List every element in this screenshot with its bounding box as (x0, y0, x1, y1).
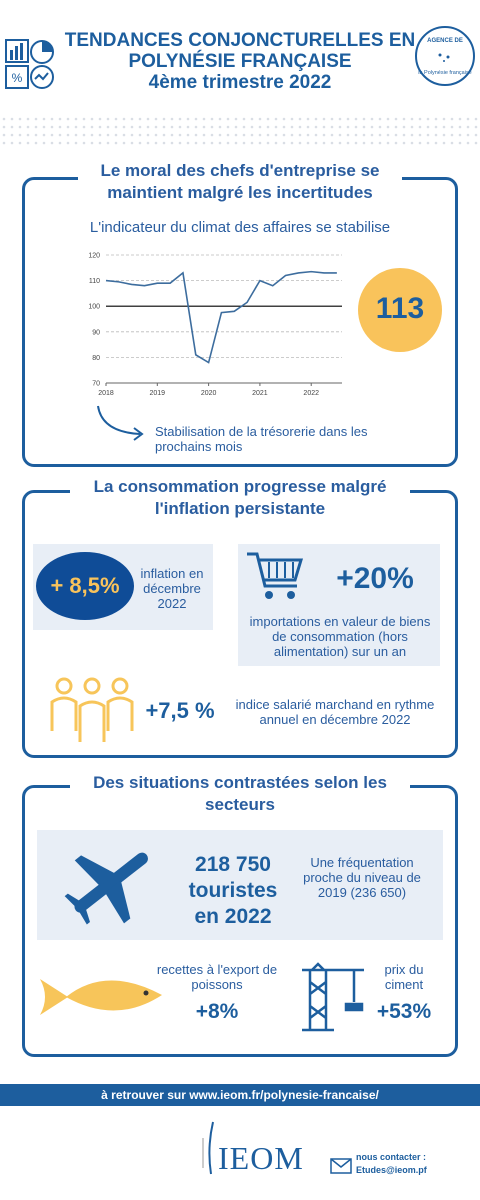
agency-logo: AGENCE DE la Polynésie française (415, 26, 475, 86)
title-line: 4ème trimestre 2022 (148, 72, 332, 93)
header-title: TENDANCES CONJONCTURELLES EN POLYNÉSIE F… (55, 30, 425, 93)
logo-bottom: la Polynésie française (418, 70, 472, 76)
footer-link[interactable]: à retrouver sur www.ieom.fr/polynesie-fr… (101, 1088, 379, 1102)
people-icon (50, 677, 134, 742)
plane-icon (64, 852, 148, 925)
brand: IEOM (218, 1140, 304, 1176)
x-tick-label: 2021 (252, 390, 268, 397)
fish-text: recettes à l'export de poissons (156, 962, 278, 992)
inflation-text: inflation en décembre 2022 (140, 566, 204, 611)
title-line: POLYNÉSIE FRANÇAISE (128, 51, 352, 72)
brand-mark (202, 1121, 214, 1175)
x-tick-label: 2019 (150, 390, 166, 397)
mail-icon (330, 1158, 352, 1174)
inflation-ellipse (36, 552, 134, 620)
y-tick-label: 100 (88, 304, 100, 311)
wages-value: +7,5 % (145, 698, 215, 723)
y-tick-label: 70 (92, 381, 100, 388)
tourists-value: 218 750 touristes en 2022 (188, 853, 278, 928)
inflation-value: + 8,5% (50, 573, 120, 598)
highlight-value: 113 (375, 292, 425, 325)
x-tick-label: 2020 (201, 390, 217, 397)
logo-top: AGENCE DE (427, 38, 463, 44)
y-tick-label: 80 (92, 355, 100, 362)
cart-icon (247, 552, 304, 599)
line-chart: 70 80 90 100 110 120 2018 2019 2020 2021 2022 (88, 253, 342, 397)
imports-text: importations en valeur de biens de conso… (249, 614, 431, 659)
section-heading: Le moral des chefs d'entreprise se maint… (78, 160, 402, 204)
panel (238, 544, 440, 666)
y-tick-label: 120 (88, 253, 100, 260)
imports-value: +20% (336, 562, 414, 595)
cement-text: prix du ciment (384, 962, 424, 992)
title-line: TENDANCES CONJONCTURELLES EN (64, 30, 416, 51)
fish-value: +8% (195, 1000, 239, 1023)
x-tick-label: 2018 (98, 390, 114, 397)
note: Stabilisation de la trésorerie dans les … (155, 424, 368, 454)
contact-label: nous contacter : (356, 1152, 427, 1162)
line-series (105, 270, 337, 364)
contact-email[interactable]: Etudes@ieom.pf (356, 1165, 427, 1175)
crane-icon (302, 962, 364, 1032)
highlight-circle (358, 268, 442, 352)
tourists-text: Une fréquentation proche du niveau de 20… (303, 855, 421, 900)
section-heading: Des situations contrastées selon les sec… (70, 772, 410, 816)
cement-value: +53% (376, 1000, 432, 1023)
svg-text:%: % (12, 71, 23, 85)
y-tick-label: 90 (92, 329, 100, 336)
y-tick-label: 110 (89, 278, 100, 285)
x-tick-label: 2022 (303, 390, 319, 397)
fish-icon (40, 979, 162, 1015)
wages-text: indice salarié marchand en rythme annuel… (235, 697, 435, 727)
section-subtitle: L'indicateur du climat des affaires se s… (89, 219, 391, 236)
section-heading: La consommation progresse malgré l'infla… (70, 476, 410, 520)
dot-pattern (0, 115, 480, 145)
arrow (97, 405, 144, 441)
header-icon: % (5, 39, 54, 89)
footer-bar (0, 1084, 480, 1106)
